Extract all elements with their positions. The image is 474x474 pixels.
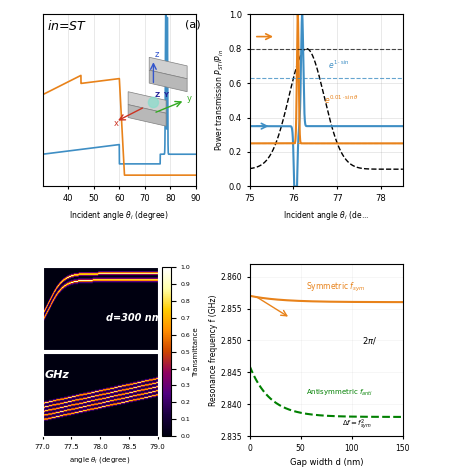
Text: $\mathit{in}$=ST: $\mathit{in}$=ST [47, 19, 88, 33]
Text: $\Delta f = f_{sym}^2$: $\Delta f = f_{sym}^2$ [342, 418, 372, 432]
Text: Antisymmetric $f_{anti}$: Antisymmetric $f_{anti}$ [306, 388, 373, 398]
Text: (a): (a) [185, 19, 201, 29]
Y-axis label: Resonance frequency f (GHz): Resonance frequency f (GHz) [209, 294, 218, 406]
X-axis label: Gap width d (nm): Gap width d (nm) [290, 458, 363, 467]
X-axis label: angle $\theta_i$ (degree): angle $\theta_i$ (degree) [70, 455, 131, 465]
Y-axis label: Transmittance: Transmittance [193, 327, 199, 376]
Text: $e^{1\cdot\sin}$: $e^{1\cdot\sin}$ [328, 59, 350, 71]
Text: GHz: GHz [45, 370, 70, 380]
Text: d=300 nm: d=300 nm [106, 313, 162, 323]
Text: Symmetric $f_{sym}$: Symmetric $f_{sym}$ [306, 281, 365, 294]
Y-axis label: Power transmission $P_{ST}/P_{in}$: Power transmission $P_{ST}/P_{in}$ [213, 49, 226, 151]
X-axis label: $k_x$ (2$\pi$/$\mu$m): $k_x$ (2$\pi$/$\mu$m) [79, 372, 121, 385]
Text: $e^{0.01\cdot\sin\theta}$: $e^{0.01\cdot\sin\theta}$ [324, 93, 358, 106]
Text: $2\pi/$: $2\pi/$ [362, 335, 377, 346]
X-axis label: Incident angle $\theta_i$ (degree): Incident angle $\theta_i$ (degree) [69, 209, 169, 222]
X-axis label: Incident angle $\theta_i$ (de...: Incident angle $\theta_i$ (de... [283, 209, 370, 222]
